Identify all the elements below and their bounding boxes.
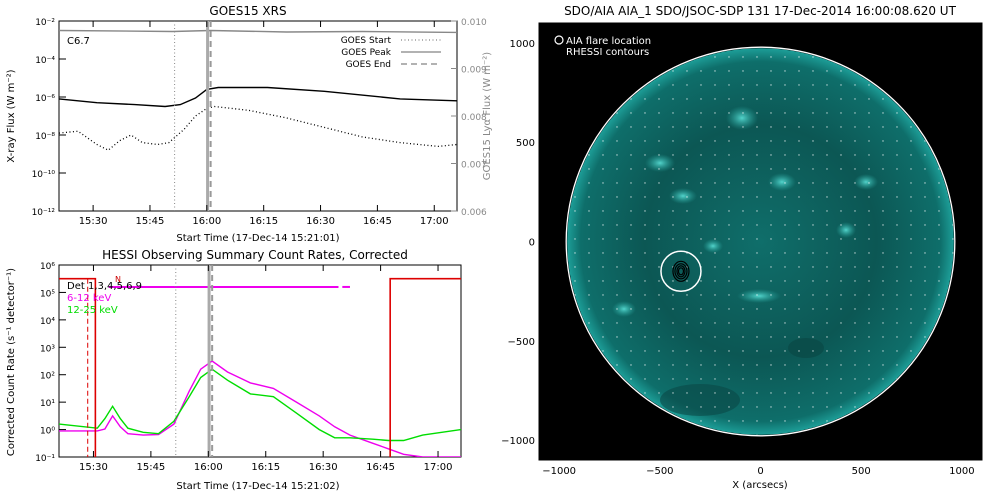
aia-y-tick-label: 0 [529, 238, 535, 249]
goes-x-tick-label: 17:00 [420, 216, 449, 227]
goes-y2-tick-label: 0.008 [461, 113, 487, 123]
goes-x-axis-label: Start Time (17-Dec-14 15:21:01) [176, 233, 339, 244]
goes-xrs-chart: GOES15 XRS 15:30 15:45 16:00 16:15 16:30 16:4… [6, 4, 493, 244]
hessi-legend-label: 6-12 keV [67, 293, 111, 304]
hessi-x-tick-label: 16:30 [309, 462, 338, 473]
goes-x-tick-label: 16:30 [306, 216, 335, 227]
goes-x-tick-label: 15:30 [79, 216, 108, 227]
goes-y2-tick-label: 0.009 [461, 66, 487, 76]
goes-legend-label: GOES Start [341, 36, 392, 46]
hessi-y-tick-label: 10⁴ [40, 317, 55, 327]
hessi-flag-label: N [115, 275, 121, 284]
hessi-y-tick-label: 10⁶ [40, 262, 55, 272]
hessi-y-tick-label: 10⁵ [40, 289, 55, 299]
hessi-x-tick-label: 17:00 [424, 462, 453, 473]
aia-y-tick-label: −1000 [501, 436, 535, 447]
hessi-attenuator-state [59, 277, 97, 457]
aia-y-tick-label: 500 [516, 138, 535, 149]
aia-legend-circle-icon [554, 35, 564, 45]
aia-image-title: SDO/AIA AIA_1 SDO/JSOC-SDP 131 17-Dec-20… [564, 4, 957, 18]
aia-x-tick-label: 500 [852, 466, 871, 477]
goes-flare-class: C6.7 [67, 36, 90, 47]
goes-series-lya [59, 29, 457, 34]
goes-legend-label: GOES Peak [341, 48, 391, 58]
hessi-plot-frame [58, 264, 462, 458]
goes-y2-tick-label: 0.010 [461, 18, 487, 28]
rhessi-contour [676, 265, 686, 278]
aia-x-tick-label: 1000 [949, 466, 974, 477]
solar-limb [565, 46, 956, 437]
hessi-x-tick-label: 16:00 [194, 462, 223, 473]
hessi-y-tick-label: 10⁰ [40, 427, 55, 437]
goes-x-tick-label: 16:00 [192, 216, 221, 227]
rhessi-contour [672, 260, 690, 282]
aia-y-tick-label: −500 [508, 337, 535, 348]
aia-image-panel: SDO/AIA AIA_1 SDO/JSOC-SDP 131 17-Dec-20… [501, 4, 983, 491]
hessi-y-tick-label: 10² [40, 372, 55, 382]
hessi-series-s0 [59, 360, 461, 457]
hessi-count-rate-chart: HESSI Observing Summary Count Rates, Cor… [6, 248, 462, 492]
goes-x-tick-label: 16:45 [363, 216, 392, 227]
goes-y2-tick-label: 0.007 [461, 161, 487, 171]
aia-x-tick-label: −500 [646, 466, 673, 477]
rhessi-contour [674, 263, 688, 280]
hessi-y-axis-label: Corrected Count Rate (s⁻¹ detector⁻¹) [6, 268, 17, 456]
hessi-chart-title: HESSI Observing Summary Count Rates, Cor… [102, 248, 408, 262]
hessi-x-tick-label: 16:45 [366, 462, 395, 473]
goes-y2-axis-label: GOES15 Lyα Flux (W m⁻²) [482, 52, 493, 180]
hessi-x-tick-label: 16:15 [251, 462, 280, 473]
goes-legend-label: GOES End [346, 60, 391, 70]
hessi-y-tick-label: 10⁻¹ [35, 454, 55, 464]
hessi-x-tick-label: 15:30 [79, 462, 108, 473]
goes-x-tick-label: 15:45 [136, 216, 165, 227]
goes-y-axis-label: X-ray Flux (W m⁻²) [6, 69, 17, 162]
aia-x-tick-label: 0 [757, 466, 763, 477]
coronal-structures [567, 48, 954, 435]
hessi-y-tick-label: 10³ [40, 344, 55, 354]
goes-series-short [59, 105, 457, 151]
goes-y-tick-label: 10⁻¹⁰ [32, 170, 56, 180]
aia-y-tick-label: 1000 [510, 39, 535, 50]
goes-y-tick-label: 10⁻⁴ [35, 56, 55, 66]
flare-location-circle [660, 250, 702, 293]
rhessi-contour [677, 267, 685, 276]
goes-x-tick-label: 16:15 [249, 216, 278, 227]
hessi-x-tick-label: 15:45 [136, 462, 165, 473]
goes-plot-frame [58, 20, 458, 212]
aia-legend-label: AIA flare location [566, 36, 651, 47]
hessi-legend-label: Det 1,3,4,5,6,9 [67, 281, 142, 292]
goes-y-tick-label: 10⁻⁸ [35, 132, 55, 142]
aia-x-tick-label: −1000 [542, 466, 576, 477]
goes-series-long [59, 86, 457, 108]
hessi-x-axis-label: Start Time (17-Dec-14 15:21:02) [176, 481, 339, 492]
hessi-attenuator-state [389, 277, 461, 457]
goes-y-tick-label: 10⁻² [35, 18, 55, 28]
goes-chart-title: GOES15 XRS [209, 4, 286, 18]
rhessi-contours [672, 260, 690, 282]
hessi-y-tick-label: 10¹ [40, 399, 55, 409]
goes-y2-tick-label: 0.006 [461, 208, 487, 218]
aia-legend-label: RHESSI contours [566, 47, 649, 58]
aia-x-axis-label: X (arcsecs) [732, 480, 788, 491]
goes-y-tick-label: 10⁻⁶ [35, 94, 55, 104]
hessi-series-s1 [59, 368, 461, 442]
hessi-legend-label: 12-25 keV [67, 305, 118, 316]
goes-y-tick-label: 10⁻¹² [32, 208, 56, 218]
